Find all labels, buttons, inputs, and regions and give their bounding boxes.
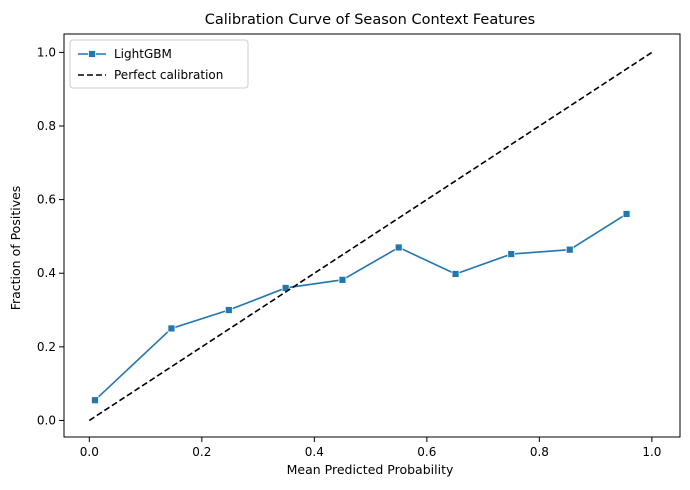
y-tick-label: 1.0 <box>37 45 56 59</box>
lightgbm-point <box>507 250 516 258</box>
lightgbm-point <box>91 396 99 405</box>
y-tick-label: 0.0 <box>37 413 56 427</box>
x-tick-label: 0.6 <box>417 445 436 459</box>
legend-entry-label: LightGBM <box>114 47 172 61</box>
lightgbm-point <box>167 324 176 333</box>
x-tick-label: 0.0 <box>80 445 99 459</box>
lightgbm-point <box>565 245 574 254</box>
x-tick-label: 1.0 <box>642 445 661 459</box>
y-tick-label: 0.6 <box>37 193 56 207</box>
y-tick-label: 0.2 <box>37 340 56 354</box>
x-tick-label: 0.2 <box>192 445 211 459</box>
x-axis-label: Mean Predicted Probability <box>287 462 454 477</box>
x-tick-label: 0.4 <box>305 445 324 459</box>
chart-title: Calibration Curve of Season Context Feat… <box>205 12 535 28</box>
x-tick-label: 0.8 <box>530 445 549 459</box>
y-tick-label: 0.4 <box>37 266 56 280</box>
lightgbm-point <box>394 243 403 252</box>
lightgbm-line <box>94 213 627 401</box>
legend-entry-label: Perfect calibration <box>114 68 223 82</box>
lightgbm-point <box>451 270 460 278</box>
y-tick-label: 0.8 <box>37 119 56 133</box>
plot-frame <box>63 33 681 438</box>
legend-swatch-marker <box>88 50 96 58</box>
y-axis-label: Fraction of Positives <box>8 186 23 311</box>
legend-box <box>69 39 249 89</box>
lightgbm-point <box>622 210 631 218</box>
lightgbm-point <box>224 306 233 314</box>
lightgbm-point <box>338 275 347 284</box>
perfect-calibration-line <box>88 51 653 422</box>
